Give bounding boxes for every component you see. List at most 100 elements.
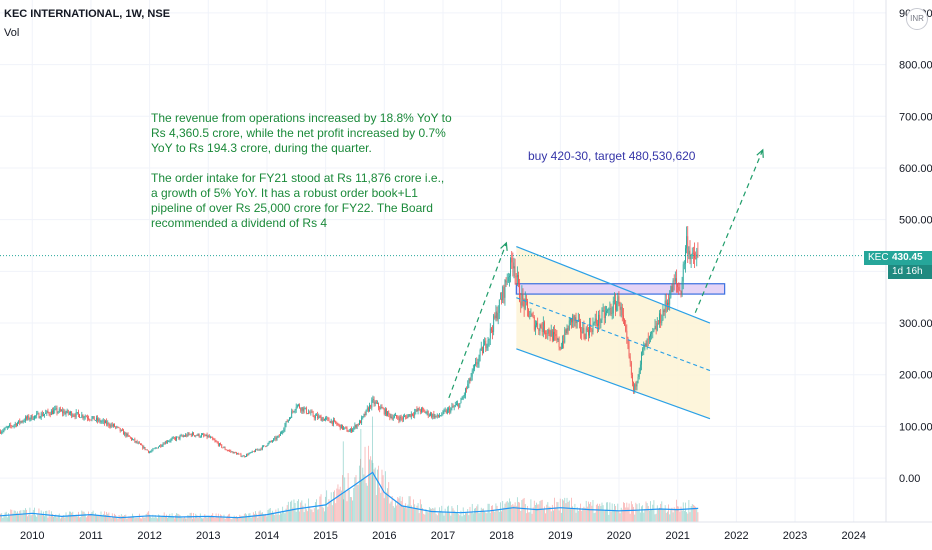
candle-body [135,441,137,442]
candle-body [583,327,585,337]
note-revenue: The revenue from operations increased by… [151,111,452,155]
volume-bar [0,513,1,522]
candle-body [41,413,43,416]
volume-bar [424,514,426,522]
volume-bar [431,508,433,522]
volume-bar [296,501,298,522]
volume-bar [39,514,41,522]
volume-bar [2,517,4,522]
candle-body [566,328,568,334]
volume-bar [167,517,168,522]
candle-body [506,281,508,283]
volume-bar [163,512,165,522]
volume-bar [6,517,8,522]
candle-body [185,434,187,437]
candle-body [409,414,411,417]
candle-body [0,431,1,434]
volume-bar [322,507,324,522]
candle-body [558,338,560,348]
candle-body [142,445,144,449]
volume-bar [531,513,533,522]
currency-button[interactable]: INR [906,8,928,30]
volume-bar [202,518,203,522]
volume-bar [663,508,665,522]
candle-body [205,434,207,436]
candle-body [564,329,566,343]
candle-body [572,315,574,323]
volume-bar [662,509,664,522]
volume-bar [100,511,102,522]
volume-bar [292,507,294,522]
candle-body [426,411,428,413]
volume-bar [527,505,528,522]
volume-bar [414,504,416,522]
volume-bar [157,518,158,522]
volume-bar [624,503,625,522]
volume-bar [254,514,255,522]
candle-body [603,310,605,319]
candle-body [217,442,219,446]
volume-bar [270,512,272,522]
candle-body [687,236,689,255]
candle-body [277,435,279,438]
candle-body [163,443,165,445]
candle-body [8,426,9,428]
candle-body [689,250,691,260]
candle-body [431,413,433,417]
candle-body [31,415,33,420]
candle-body [492,330,493,332]
x-tick-label: 2024 [841,530,865,542]
volume-bar [435,513,437,522]
candle-body [124,432,126,435]
candle-body [365,409,367,416]
volume-bar [520,510,522,522]
candle-body [302,407,304,412]
candle-body [3,429,5,431]
volume-bar [382,475,384,522]
candle-body [407,415,409,419]
volume-bar [111,513,113,522]
candle-body [180,435,182,437]
volume-bar [134,518,136,522]
volume-bar [674,508,676,522]
candle-body [598,314,600,326]
volume-bar [138,513,140,522]
volume-bar [259,510,261,522]
candle-body [85,416,87,418]
volume-bar [195,513,197,522]
volume-bar [231,519,233,522]
candle-body [567,328,569,331]
y-tick-label: 0.00 [899,473,920,485]
volume-bar [415,509,417,522]
candle-body [206,434,208,438]
volume-bar [249,513,251,522]
candle-body [434,415,436,418]
candle-body [181,435,183,437]
volume-bar [204,514,206,522]
candle-body [433,413,435,418]
volume-bar [488,503,490,522]
candle-body [304,407,306,409]
candle-body [626,330,628,338]
volume-bar [402,505,404,522]
volume-bar [90,513,92,522]
volume-bar [679,511,681,522]
volume-bar [692,504,694,522]
candle-body [5,427,7,429]
volume-bar [333,491,334,522]
volume-bar [246,514,247,522]
candle-body [397,417,399,419]
candle-body [287,419,289,423]
candle-body [493,315,495,332]
candle-body [246,454,247,457]
candle-body [694,253,695,259]
candle-body [651,331,653,334]
candle-body [295,406,297,410]
candle-body [662,310,664,321]
candle-body [494,315,496,319]
candle-body [469,378,471,381]
candle-body [362,416,364,418]
candle-body [637,376,639,381]
volume-bar [152,514,154,522]
